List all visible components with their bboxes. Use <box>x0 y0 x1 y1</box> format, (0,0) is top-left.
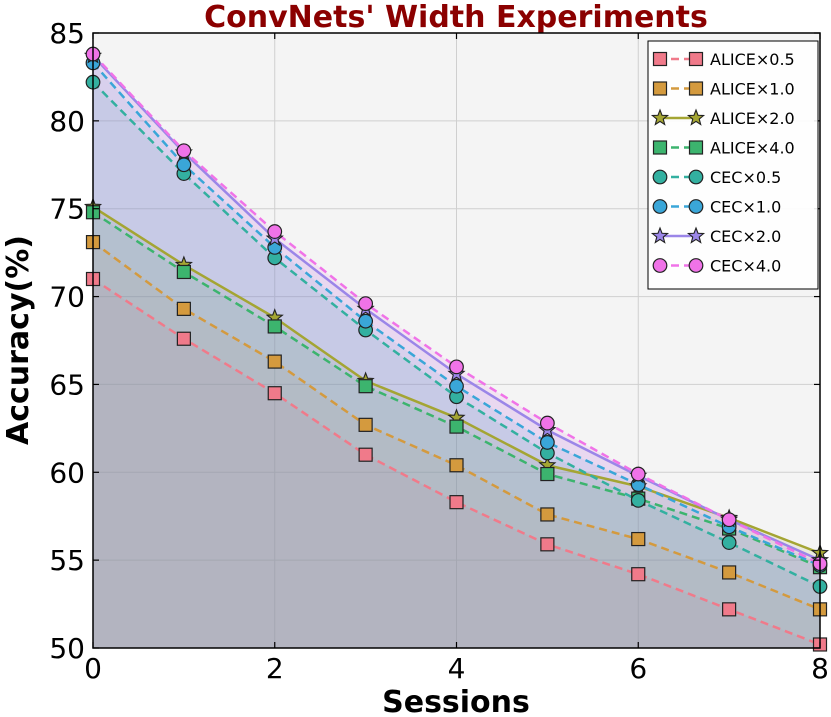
legend-label-0: ALICE×0.5 <box>710 50 795 69</box>
data-point-3-5 <box>540 466 555 482</box>
series-line-7 <box>92 53 821 565</box>
legend-marker-3 <box>652 140 668 155</box>
legend-marker-3 <box>688 140 704 155</box>
data-point-5-1 <box>176 157 192 173</box>
data-point-1-6 <box>631 531 646 547</box>
legend-marker-5 <box>652 199 668 214</box>
x-tick-label: 6 <box>629 652 647 685</box>
y-tick-label: 85 <box>49 17 85 50</box>
data-point-1-3 <box>358 417 373 432</box>
data-point-1-7 <box>722 565 737 580</box>
y-tick-label: 50 <box>49 632 85 665</box>
legend-marker-0 <box>688 51 704 67</box>
data-point-7-1 <box>176 143 192 159</box>
data-point-7-6 <box>630 466 646 482</box>
data-point-0-5 <box>540 537 555 552</box>
y-tick-label: 75 <box>49 193 85 226</box>
x-tick-label: 0 <box>84 652 102 685</box>
data-point-4-7 <box>721 535 737 550</box>
data-point-0-6 <box>631 567 646 582</box>
y-axis-label: Accuracy(%) <box>1 235 36 445</box>
data-point-7-7 <box>721 512 737 528</box>
legend-label-1: ALICE×1.0 <box>710 80 795 99</box>
data-point-7-2 <box>267 224 283 239</box>
data-point-7-5 <box>539 415 555 431</box>
data-point-0-3 <box>358 447 373 462</box>
series-area-0 <box>93 279 820 648</box>
legend-label-3: ALICE×4.0 <box>710 139 795 158</box>
legend-marker-0 <box>652 51 668 67</box>
x-tick-label: 8 <box>811 652 829 685</box>
data-point-0-1 <box>176 331 191 346</box>
chart-title: ConvNets' Width Experiments <box>204 0 708 35</box>
series-area-1 <box>93 242 820 648</box>
legend-box <box>647 40 819 290</box>
data-point-0-2 <box>267 386 282 401</box>
data-point-3-4 <box>449 419 464 434</box>
data-point-3-1 <box>176 264 191 280</box>
series-line-1 <box>92 241 821 611</box>
data-point-0-4 <box>449 495 464 510</box>
data-point-1-4 <box>449 458 464 473</box>
y-tick-label: 55 <box>49 544 85 577</box>
legend-label-7: CEC×4.0 <box>710 257 781 276</box>
data-point-1-5 <box>540 507 555 522</box>
legend-marker-7 <box>652 258 668 273</box>
y-tick-label: 65 <box>49 368 85 401</box>
legend-marker-6 <box>650 226 670 244</box>
data-point-5-4 <box>449 378 464 394</box>
y-tick-label: 80 <box>49 105 85 138</box>
data-point-3-2 <box>267 319 282 334</box>
legend-label-4: CEC×0.5 <box>710 168 781 187</box>
legend-label-2: ALICE×2.0 <box>710 109 795 128</box>
data-point-3-3 <box>358 379 373 394</box>
legend-label-6: CEC×2.0 <box>710 227 781 246</box>
legend-marker-7 <box>688 258 704 273</box>
data-point-1-2 <box>267 354 282 369</box>
data-point-5-3 <box>358 313 374 329</box>
legend-marker-2 <box>650 108 670 126</box>
legend-marker-1 <box>652 81 668 96</box>
series-markers <box>83 46 830 652</box>
data-point-0-7 <box>722 602 737 617</box>
data-point-1-1 <box>176 301 191 316</box>
legend-marker-6 <box>686 226 706 244</box>
data-point-7-3 <box>358 296 374 312</box>
axis-ticks: 50 55 60 65 70 75 80 85 0 2 4 6 8 <box>49 17 829 685</box>
data-point-5-5 <box>539 435 555 450</box>
legend-marker-1 <box>688 81 704 96</box>
legend: ALICE×0.5 ALICE×1.0 ALICE×2.0 ALICE×4.0 CEC×… <box>647 40 819 290</box>
series-line-0 <box>92 277 821 646</box>
legend-marker-2 <box>686 108 706 126</box>
legend-marker-4 <box>652 169 668 185</box>
x-tick-label: 2 <box>266 652 284 685</box>
legend-marker-5 <box>688 199 704 214</box>
data-point-4-6 <box>630 493 646 508</box>
data-point-7-4 <box>449 359 464 375</box>
legend-label-5: CEC×1.0 <box>710 198 781 217</box>
y-tick-label: 60 <box>49 456 85 489</box>
x-axis-label: Sessions <box>382 685 530 717</box>
y-tick-label: 70 <box>49 281 85 314</box>
legend-marker-4 <box>688 169 704 185</box>
x-tick-label: 4 <box>448 652 466 685</box>
